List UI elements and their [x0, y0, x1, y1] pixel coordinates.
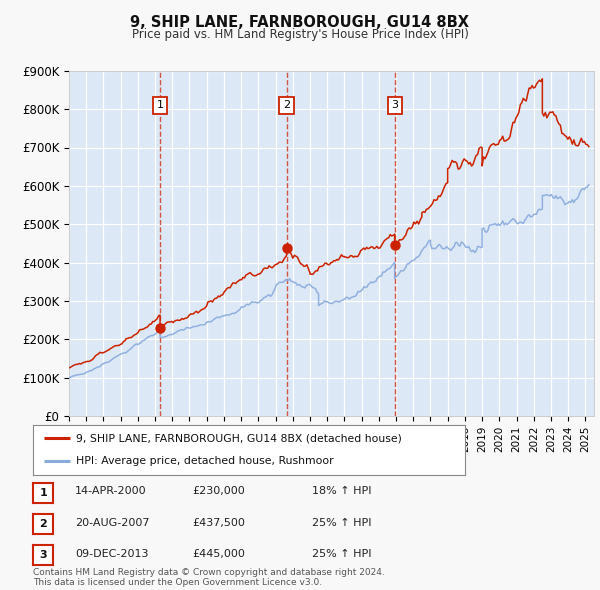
Text: 14-APR-2000: 14-APR-2000 [75, 487, 146, 496]
Text: 9, SHIP LANE, FARNBOROUGH, GU14 8BX: 9, SHIP LANE, FARNBOROUGH, GU14 8BX [131, 15, 470, 30]
Text: 25% ↑ HPI: 25% ↑ HPI [312, 549, 371, 559]
Text: Contains HM Land Registry data © Crown copyright and database right 2024.: Contains HM Land Registry data © Crown c… [33, 568, 385, 577]
Text: 2: 2 [283, 100, 290, 110]
Text: 20-AUG-2007: 20-AUG-2007 [75, 518, 149, 527]
Text: 3: 3 [391, 100, 398, 110]
Text: 1: 1 [40, 488, 47, 497]
Text: This data is licensed under the Open Government Licence v3.0.: This data is licensed under the Open Gov… [33, 578, 322, 588]
Text: 25% ↑ HPI: 25% ↑ HPI [312, 518, 371, 527]
Text: 09-DEC-2013: 09-DEC-2013 [75, 549, 149, 559]
Text: HPI: Average price, detached house, Rushmoor: HPI: Average price, detached house, Rush… [76, 457, 334, 467]
Text: 1: 1 [157, 100, 164, 110]
Text: £445,000: £445,000 [192, 549, 245, 559]
Text: £230,000: £230,000 [192, 487, 245, 496]
Text: £437,500: £437,500 [192, 518, 245, 527]
Text: 2: 2 [40, 519, 47, 529]
Text: 3: 3 [40, 550, 47, 560]
Text: 18% ↑ HPI: 18% ↑ HPI [312, 487, 371, 496]
Text: Price paid vs. HM Land Registry's House Price Index (HPI): Price paid vs. HM Land Registry's House … [131, 28, 469, 41]
Text: 9, SHIP LANE, FARNBOROUGH, GU14 8BX (detached house): 9, SHIP LANE, FARNBOROUGH, GU14 8BX (det… [76, 433, 402, 443]
